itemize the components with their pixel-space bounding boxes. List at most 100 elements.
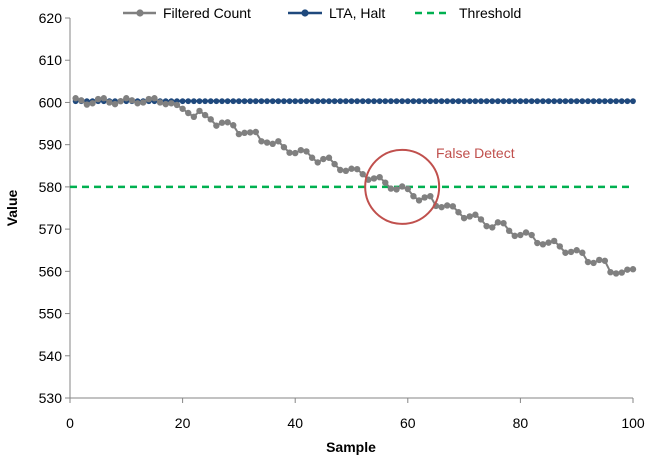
- lta-halt-point: [545, 98, 552, 105]
- filtered-count-point: [415, 197, 423, 204]
- lta-halt-point: [376, 98, 383, 105]
- lta-halt-point: [258, 98, 265, 105]
- lta-halt-point: [399, 98, 406, 105]
- x-axis-title: Sample: [326, 439, 376, 455]
- lta-halt-point: [269, 98, 276, 105]
- lta-halt-point: [523, 98, 529, 105]
- y-tick-label: 590: [39, 137, 63, 153]
- x-tick-label: 80: [513, 415, 529, 431]
- y-tick-label: 610: [39, 52, 63, 68]
- filtered-count-point: [387, 185, 395, 192]
- legend: Filtered Count LTA, Halt Threshold: [123, 5, 521, 21]
- lta-halt-point: [410, 98, 417, 105]
- filtered-count-point: [607, 268, 614, 276]
- lta-halt-point: [207, 98, 214, 105]
- filtered-count-point: [393, 186, 400, 193]
- lta-halt-point: [247, 98, 254, 105]
- legend-label-lta-halt: LTA, Halt: [329, 5, 385, 21]
- filtered-count-point: [185, 109, 192, 117]
- filtered-count-point: [230, 122, 237, 129]
- lta-halt-point: [461, 98, 467, 105]
- filtered-count-point: [235, 130, 243, 138]
- filtered-count-point: [151, 95, 158, 102]
- lta-halt-point: [562, 98, 569, 105]
- legend-label-threshold: Threshold: [459, 5, 521, 21]
- lta-halt-point: [202, 98, 209, 105]
- filtered-count-point: [438, 203, 445, 211]
- lta-halt-point: [500, 98, 507, 105]
- y-tick-label: 570: [39, 221, 63, 237]
- lta-halt-point: [342, 98, 349, 105]
- filtered-count-point: [573, 247, 580, 254]
- filtered-count-point: [449, 203, 457, 210]
- filtered-count-point: [280, 144, 288, 151]
- y-tick-labels: 530 540 550 560 570 580 590 600 610 620: [39, 10, 70, 406]
- filtered-count-point: [376, 173, 383, 181]
- filtered-count-point: [292, 149, 299, 157]
- filtered-count-point: [190, 113, 198, 121]
- filtered-count-point: [162, 100, 169, 108]
- filtered-count-point: [522, 229, 530, 236]
- lta-halt-point: [275, 98, 282, 105]
- filtered-count-point: [258, 138, 265, 145]
- lta-halt-point: [590, 98, 597, 105]
- filtered-count-point: [567, 248, 575, 256]
- filtered-count-point: [325, 154, 333, 161]
- filtered-count-point: [213, 122, 220, 129]
- filtered-count-point: [106, 99, 113, 106]
- x-tick-label: 100: [621, 415, 645, 431]
- filtered-count-point: [455, 209, 462, 216]
- filtered-count-point: [89, 100, 96, 107]
- lta-halt-point: [444, 98, 451, 105]
- lta-halt-point: [196, 98, 203, 105]
- legend-marker-lta-halt: [301, 9, 309, 17]
- filtered-count-point: [539, 241, 547, 248]
- lta-halt-point: [540, 98, 546, 105]
- y-tick-label: 550: [39, 306, 63, 322]
- filtered-count-point: [483, 222, 490, 230]
- lta-halt-point: [359, 98, 366, 105]
- y-tick-label: 560: [39, 263, 63, 279]
- filtered-count-point: [500, 220, 507, 227]
- lta-halt-point: [320, 98, 327, 105]
- lta-halt-point: [433, 98, 439, 105]
- axes: [69, 18, 633, 399]
- x-tick-label: 40: [287, 415, 303, 431]
- legend-item-filtered-count: Filtered Count: [123, 5, 251, 21]
- filtered-count-point: [629, 266, 637, 273]
- filtered-count-point: [179, 105, 186, 112]
- lta-halt-point: [331, 98, 338, 105]
- filtered-count-point: [286, 149, 293, 156]
- filtered-count-point: [269, 140, 276, 148]
- filtered-count-point: [320, 155, 327, 163]
- lta-halt-point: [371, 98, 377, 105]
- lta-halt-point: [393, 98, 400, 105]
- filtered-count-point: [517, 231, 524, 239]
- lta-halt-point: [596, 98, 603, 105]
- filtered-count-point: [134, 100, 141, 107]
- filtered-count-point: [241, 129, 248, 137]
- filtered-count-point: [173, 101, 181, 109]
- filtered-count-point: [528, 231, 535, 239]
- x-tick-labels: 0 20 40 60 80 100: [66, 398, 645, 431]
- lta-halt-point: [286, 98, 293, 105]
- filtered-count-point: [72, 95, 79, 102]
- filtered-count-point: [139, 99, 147, 106]
- legend-label-filtered-count: Filtered Count: [163, 5, 251, 21]
- filtered-count-point: [353, 165, 361, 173]
- lta-halt-point: [601, 98, 608, 105]
- x-tick-label: 20: [175, 415, 191, 431]
- lta-halt-point: [511, 98, 518, 105]
- lta-halt-point: [292, 98, 299, 105]
- lta-halt-point: [179, 98, 186, 105]
- filtered-count-point: [466, 213, 473, 220]
- filtered-count-point: [224, 119, 231, 126]
- lta-halt-point: [573, 98, 580, 105]
- lta-halt-point: [478, 98, 484, 105]
- filtered-count-point: [618, 269, 625, 276]
- lta-halt-point: [297, 98, 304, 105]
- filtered-count-point: [612, 270, 620, 277]
- lta-halt-point: [472, 98, 479, 105]
- filtered-count-point: [94, 95, 102, 103]
- lta-halt-point: [354, 98, 361, 105]
